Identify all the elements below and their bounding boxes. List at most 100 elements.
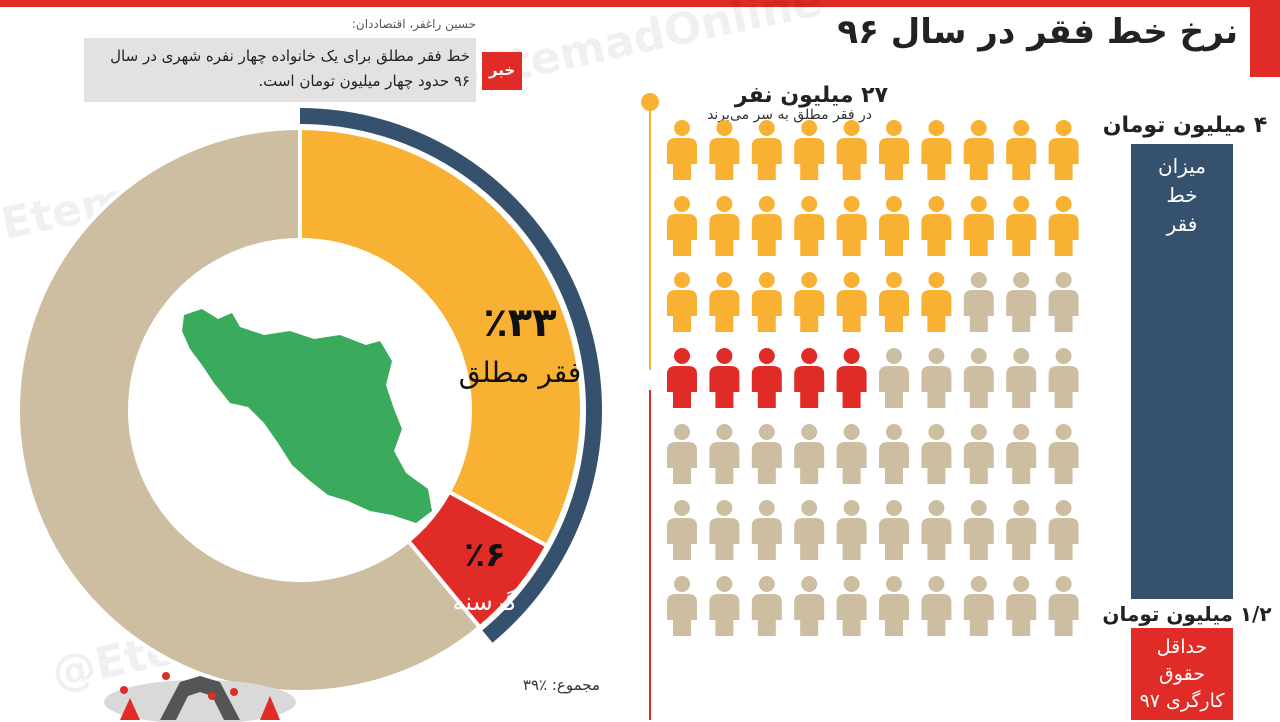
- person-icon: [1006, 120, 1037, 180]
- person-icon: [1048, 120, 1079, 180]
- person-icon: [1048, 500, 1079, 560]
- person-icon: [921, 500, 952, 560]
- person-icon: [879, 348, 909, 408]
- poverty-line-bar-text: میزان خط فقر: [1131, 152, 1233, 239]
- person-icon: [751, 272, 782, 332]
- person-icon: [794, 424, 825, 484]
- person-icon: [709, 348, 740, 408]
- poverty-line-text-3: فقر: [1166, 212, 1198, 236]
- donut-total-ring: [299, 108, 602, 643]
- poverty-line-text-2: خط: [1166, 183, 1198, 207]
- person-icon: [751, 120, 782, 180]
- person-icon: [751, 424, 782, 484]
- min-wage-bar-text: حداقل حقوق کارگری ۹۷: [1131, 634, 1233, 715]
- person-icon: [836, 576, 867, 636]
- absolute-poverty-label: فقر مطلق: [458, 356, 582, 389]
- person-icon: [963, 500, 994, 560]
- person-icon: [751, 576, 782, 636]
- person-icon: [879, 272, 909, 332]
- person-icon: [1048, 272, 1079, 332]
- donut-segment-absolute-poverty: [298, 125, 584, 549]
- person-icon: [667, 576, 697, 636]
- absolute-poverty-percent: ٪۳۳: [483, 300, 557, 346]
- poverty-line-value: ۴ میلیون تومان: [1102, 113, 1268, 138]
- person-icon: [667, 500, 697, 560]
- person-icon: [1006, 348, 1037, 408]
- azadi-tower-icon: [104, 672, 296, 722]
- person-icon: [1048, 196, 1079, 256]
- person-icon: [879, 424, 909, 484]
- person-icon: [1006, 272, 1037, 332]
- person-icon: [963, 196, 994, 256]
- person-icon: [794, 196, 825, 256]
- person-icon: [709, 500, 740, 560]
- person-icon: [794, 120, 825, 180]
- person-icon: [879, 196, 909, 256]
- person-icon: [921, 424, 952, 484]
- person-icon: [963, 424, 994, 484]
- hungry-percent: ٪۶: [464, 535, 506, 575]
- person-icon: [921, 576, 952, 636]
- person-icon: [1006, 424, 1037, 484]
- person-icon: [963, 348, 994, 408]
- person-icon: [879, 120, 909, 180]
- person-icon: [709, 120, 740, 180]
- person-icon: [1048, 348, 1079, 408]
- people-pictogram: [641, 93, 1079, 720]
- person-icon: [794, 272, 825, 332]
- news-text: خط فقر مطلق برای یک خانواده چهار نفره شه…: [110, 47, 470, 90]
- min-wage-text-3: کارگری ۹۷: [1139, 690, 1225, 712]
- person-icon: [1048, 424, 1079, 484]
- person-icon: [709, 424, 740, 484]
- person-icon: [794, 576, 825, 636]
- poverty-line-text-1: میزان: [1157, 154, 1207, 178]
- iran-map-icon: [182, 309, 432, 523]
- person-icon: [794, 500, 825, 560]
- people-subtitle: در فقر مطلق به سر می‌برند: [707, 107, 872, 123]
- person-icon: [1048, 576, 1079, 636]
- min-wage-text-1: حداقل: [1156, 636, 1208, 658]
- person-icon: [1006, 500, 1037, 560]
- person-icon: [709, 272, 740, 332]
- person-icon: [709, 196, 740, 256]
- person-icon: [879, 576, 909, 636]
- person-icon: [921, 196, 952, 256]
- person-icon: [751, 196, 782, 256]
- person-icon: [836, 272, 867, 332]
- news-box: خط فقر مطلق برای یک خانواده چهار نفره شه…: [84, 38, 476, 102]
- poverty-donut-chart: [16, 108, 602, 694]
- person-icon: [1006, 576, 1037, 636]
- person-icon: [921, 348, 952, 408]
- person-icon: [1006, 196, 1037, 256]
- min-wage-value: ۱/۲ میلیون تومان: [1102, 602, 1272, 626]
- person-icon: [963, 576, 994, 636]
- person-icon: [667, 348, 697, 408]
- person-icon: [836, 424, 867, 484]
- person-icon: [751, 348, 782, 408]
- person-icon: [921, 120, 952, 180]
- person-icon: [836, 196, 867, 256]
- person-icon: [667, 120, 697, 180]
- page-title: نرخ خط فقر در سال ۹۶: [837, 12, 1238, 52]
- poverty-line-bar: میزان خط فقر: [1131, 144, 1233, 599]
- min-wage-bar: حداقل حقوق کارگری ۹۷: [1131, 628, 1233, 720]
- people-title: ۲۷ میلیون نفر: [734, 83, 888, 108]
- min-wage-text-2: حقوق: [1159, 663, 1205, 685]
- person-icon: [709, 576, 740, 636]
- person-icon: [836, 348, 867, 408]
- person-icon: [667, 272, 697, 332]
- hungry-label: گرسنه: [452, 588, 518, 616]
- person-icon: [667, 424, 697, 484]
- title-accent-block: [1250, 7, 1280, 77]
- person-icon: [963, 272, 994, 332]
- person-icon: [836, 120, 867, 180]
- person-icon: [963, 120, 994, 180]
- news-author: حسین راغفر، اقتصاددان:: [351, 17, 476, 31]
- person-icon: [921, 272, 952, 332]
- person-icon: [794, 348, 825, 408]
- person-icon: [667, 196, 697, 256]
- person-icon: [879, 500, 909, 560]
- total-label: مجموع: ٪۳۹: [522, 676, 600, 694]
- top-red-bar: [0, 0, 1280, 7]
- person-icon: [836, 500, 867, 560]
